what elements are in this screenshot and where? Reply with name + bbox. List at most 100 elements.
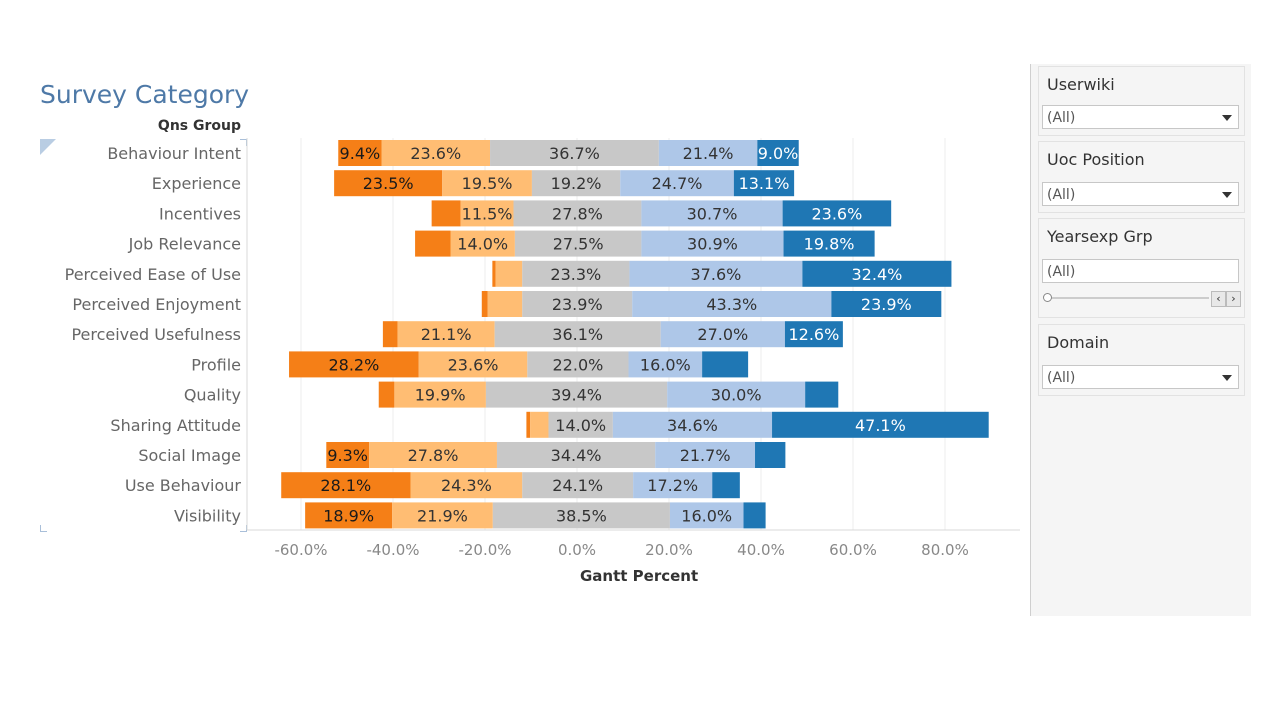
bar-data-label: 13.1% [739,174,790,193]
bar-segment [772,411,989,438]
bar-data-label: 16.0% [640,355,691,374]
x-tick-label: -20.0% [458,541,511,559]
bar-segment [369,442,497,468]
bar-segment [655,442,756,468]
bar-segment [548,411,613,438]
gantt-chart: Behaviour Intent 9.4% 23.6% 36.7% 21.4% 9.0% E… [65,138,1020,559]
bar-data-label: 19.8% [804,235,855,254]
bar-segment [669,502,744,529]
bar-data-label: 34.4% [551,446,602,465]
bar-segment [632,291,832,317]
bar-data-label: 23.3% [550,265,601,284]
bar-segment [522,291,633,317]
bar-segment [442,170,532,197]
bar-segment [485,381,668,408]
domain-dropdown[interactable]: (All) [1042,365,1239,389]
step-back-icon[interactable]: ‹ [1211,291,1226,307]
bar-segment [802,260,952,287]
category-label: Profile [191,355,241,374]
bar-segment [490,140,659,166]
filter-label: Uoc Position [1047,150,1145,169]
chevron-down-icon[interactable] [1222,192,1232,198]
bar-segment [658,140,758,166]
filter-uoc-position: Uoc Position (All) [1038,141,1245,213]
step-forward-icon[interactable]: › [1226,291,1241,307]
slider-handle[interactable] [1043,293,1052,302]
yearsexp-grp-input[interactable]: (All) [1042,259,1239,283]
bar-data-label: 28.1% [320,476,371,495]
bar-segment [481,291,488,317]
bar-segment [612,411,773,438]
bar-data-label: 32.4% [852,265,903,284]
bar-segment [431,200,461,227]
category-label: Job Relevance [128,235,241,254]
chevron-down-icon[interactable] [1222,115,1232,121]
category-label: Perceived Usefulness [71,325,241,344]
bar-data-label: 9.4% [340,144,381,163]
bar-data-label: 12.6% [788,325,839,344]
bar-segment [628,351,703,378]
bar-segment [522,260,630,287]
bar-data-label: 21.4% [683,144,734,163]
bar-segment [641,230,784,257]
bar-data-label: 19.2% [551,174,602,193]
uoc-position-dropdown[interactable]: (All) [1042,182,1239,206]
filter-yearsexp-grp: Yearsexp Grp (All) ‹ › [1038,218,1245,318]
bar-data-label: 24.1% [552,476,603,495]
bar-data-label: 23.9% [552,295,603,314]
userwiki-dropdown[interactable]: (All) [1042,105,1239,129]
bar-data-label: 17.2% [647,476,698,495]
bar-data-label: 43.3% [706,295,757,314]
bar-segment [757,140,799,166]
bar-segment [784,321,843,348]
bar-segment [338,140,382,166]
bar-segment [492,260,496,287]
bar-segment [641,200,783,227]
bar-segment [782,200,892,227]
bar-segment [530,411,549,438]
bar-data-label: 30.9% [687,235,738,254]
bar-segment [392,502,493,529]
bar-data-label: 34.6% [667,416,718,435]
bar-data-label: 19.5% [462,174,513,193]
chevron-down-icon[interactable] [1222,375,1232,381]
x-tick-label: -40.0% [366,541,419,559]
bar-data-label: 27.8% [552,204,603,223]
bar-data-label: 27.5% [553,235,604,254]
category-label: Sharing Attitude [110,416,241,435]
bar-data-label: 23.6% [410,144,461,163]
dropdown-value: (All) [1047,110,1076,126]
bar-segment [281,472,411,499]
bar-data-label: 27.8% [408,446,459,465]
bar-segment [667,381,806,408]
bar-data-label: 36.7% [549,144,600,163]
slider-track[interactable] [1049,297,1209,299]
bar-segment [526,411,531,438]
slider-value: (All) [1047,264,1076,280]
bar-data-label: 39.4% [551,386,602,405]
bar-segment [334,170,443,197]
bar-segment [755,442,786,468]
bar-data-label: 14.0% [457,235,508,254]
bar-data-label: 30.0% [711,386,762,405]
bar-segment [527,351,629,378]
bar-data-label: 9.3% [327,446,368,465]
category-label: Quality [184,386,241,405]
bar-segment [494,321,661,348]
bar-segment [450,230,515,257]
bar-segment [531,170,621,197]
bar-segment [514,230,642,257]
bar-data-label: 30.7% [687,204,738,223]
bar-segment [660,321,785,348]
bar-segment [378,381,395,408]
bar-segment [394,381,486,408]
x-tick-label: 80.0% [921,541,969,559]
bar-segment [381,140,491,166]
collapse-corner-icon[interactable] [40,139,56,155]
dropdown-value: (All) [1047,187,1076,203]
selection-bracket-bottom-left [40,525,47,532]
bar-segment [522,472,634,499]
bar-data-label: 36.1% [552,325,603,344]
bar-data-label: 24.7% [652,174,703,193]
bar-data-label: 37.6% [691,265,742,284]
